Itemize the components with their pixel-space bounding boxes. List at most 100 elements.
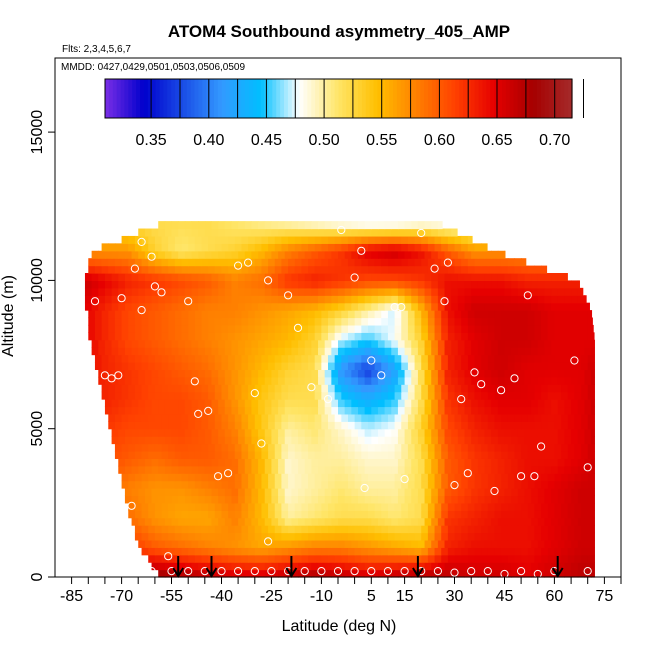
heatmap-cell: [204, 488, 213, 497]
heatmap-cell: [251, 287, 259, 296]
heatmap-cell: [491, 287, 499, 296]
heatmap-cell: [414, 324, 422, 333]
heatmap-cell: [391, 399, 399, 408]
heatmap-cell: [298, 517, 306, 526]
heatmap-cell: [474, 532, 482, 541]
heatmap-cell: [507, 554, 516, 563]
heatmap-cell: [527, 532, 536, 541]
heatmap-cell: [557, 458, 565, 467]
heatmap-cell: [431, 562, 439, 571]
heatmap-cell: [268, 473, 276, 482]
heatmap-cell: [561, 361, 569, 370]
heatmap-cell: [288, 361, 296, 370]
heatmap-cell: [131, 406, 139, 415]
heatmap-cell: [151, 347, 159, 356]
heatmap-cell: [338, 539, 346, 548]
heatmap-cell: [371, 562, 379, 571]
heatmap-cell: [531, 458, 539, 467]
heatmap-cell: [524, 339, 532, 348]
heatmap-cell: [174, 310, 183, 319]
heatmap-cell: [138, 369, 146, 378]
heatmap-cell: [271, 428, 279, 437]
heatmap-cell: [248, 332, 256, 341]
heatmap-cell: [574, 332, 582, 341]
heatmap-cell: [384, 399, 392, 408]
heatmap-cell: [171, 465, 179, 474]
heatmap-cell: [121, 361, 129, 370]
heatmap-cell: [347, 421, 356, 430]
heatmap-cell: [411, 273, 419, 282]
heatmap-cell: [221, 450, 229, 459]
heatmap-cell: [501, 532, 509, 541]
colorbar-swatch: [229, 79, 235, 118]
heatmap-cell: [221, 473, 229, 482]
heatmap-cell: [191, 436, 199, 445]
heatmap-cell: [421, 384, 429, 393]
heatmap-cell: [457, 458, 466, 467]
colorbar-swatch: [186, 79, 192, 118]
x-tick-label: -40: [210, 588, 233, 605]
heatmap-cell: [131, 273, 139, 282]
heatmap-cell: [517, 458, 526, 467]
heatmap-cell: [148, 235, 156, 244]
heatmap-cell: [517, 302, 526, 311]
heatmap-cell: [211, 376, 219, 385]
heatmap-cell: [298, 488, 306, 497]
heatmap-cell: [441, 265, 449, 274]
heatmap-cell: [248, 354, 256, 363]
heatmap-cell: [407, 510, 416, 519]
heatmap-cell: [571, 562, 579, 571]
heatmap-cell: [168, 391, 176, 400]
heatmap-cell: [251, 369, 259, 378]
heatmap-cell: [477, 273, 486, 282]
heatmap-cell: [324, 273, 332, 282]
heatmap-cell: [191, 302, 199, 311]
heatmap-cell: [377, 428, 386, 437]
heatmap-cell: [284, 399, 292, 408]
heatmap-cell: [294, 324, 302, 333]
heatmap-cell: [241, 384, 249, 393]
sample-point: [107, 374, 116, 383]
heatmap-cell: [308, 532, 316, 541]
heatmap-cell: [477, 495, 486, 504]
heatmap-cell: [254, 421, 263, 430]
heatmap-cell: [201, 443, 209, 452]
heatmap-cell: [188, 450, 196, 459]
heatmap-cell: [471, 562, 479, 571]
heatmap-cell: [377, 369, 386, 378]
heatmap-cell: [507, 532, 516, 541]
heatmap-cell: [351, 399, 359, 408]
heatmap-cell: [441, 421, 449, 430]
heatmap-cell: [241, 554, 249, 563]
heatmap-cell: [471, 347, 479, 356]
heatmap-cell: [514, 391, 522, 400]
heatmap-cell: [547, 480, 556, 489]
heatmap-cell: [261, 391, 269, 400]
heatmap-cell: [474, 265, 482, 274]
sample-point: [583, 463, 592, 472]
heatmap-cell: [474, 243, 482, 252]
heatmap-cell: [361, 547, 369, 556]
heatmap-cell: [224, 399, 233, 408]
heatmap-cell: [298, 280, 306, 289]
heatmap-cell: [304, 369, 312, 378]
heatmap-cell: [281, 265, 289, 274]
heatmap-cell: [181, 510, 189, 519]
heatmap-cell: [381, 502, 389, 511]
heatmap-cell: [261, 332, 269, 341]
heatmap-cell: [494, 391, 502, 400]
heatmap-cell: [401, 443, 409, 452]
heatmap-cell: [331, 339, 339, 348]
heatmap-cell: [574, 532, 582, 541]
heatmap-cell: [328, 354, 336, 363]
heatmap-cell: [407, 480, 416, 489]
heatmap-cell: [447, 243, 456, 252]
heatmap-cell: [308, 265, 316, 274]
heatmap-cell: [251, 295, 259, 304]
heatmap-cell: [501, 554, 509, 563]
heatmap-cell: [494, 450, 502, 459]
heatmap-cell: [541, 547, 549, 556]
heatmap-cell: [281, 421, 289, 430]
heatmap-cell: [128, 361, 136, 370]
heatmap-cell: [577, 428, 585, 437]
